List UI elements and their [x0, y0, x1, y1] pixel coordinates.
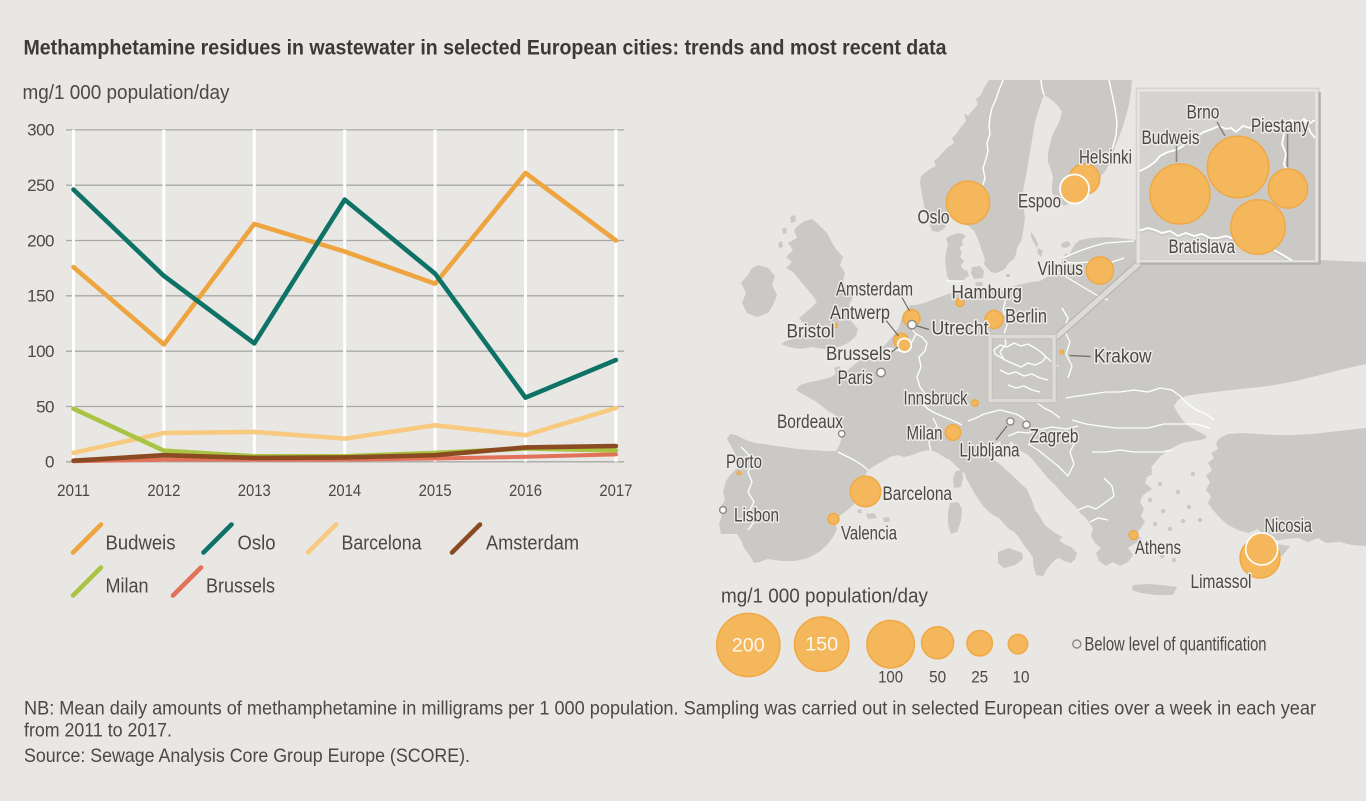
svg-text:Milan: Milan	[907, 424, 943, 445]
svg-text:Bristol: Bristol	[787, 322, 835, 343]
svg-text:Budweis: Budweis	[1142, 128, 1200, 149]
svg-text:2016: 2016	[509, 481, 542, 500]
svg-text:Milan: Milan	[106, 576, 149, 598]
svg-text:Berlin: Berlin	[1005, 307, 1047, 328]
svg-text:2015: 2015	[419, 481, 452, 500]
svg-text:150: 150	[27, 287, 54, 306]
svg-text:Brussels: Brussels	[206, 576, 275, 598]
svg-text:2014: 2014	[328, 481, 361, 500]
svg-text:100: 100	[27, 342, 54, 361]
svg-text:Innsbruck: Innsbruck	[904, 389, 968, 410]
svg-text:200: 200	[27, 231, 54, 250]
svg-text:Oslo: Oslo	[238, 533, 276, 555]
svg-text:Barcelona: Barcelona	[342, 533, 423, 555]
svg-text:Oslo: Oslo	[918, 208, 950, 229]
svg-text:Hamburg: Hamburg	[952, 283, 1023, 304]
svg-text:2012: 2012	[147, 481, 180, 500]
svg-text:50: 50	[36, 397, 54, 416]
svg-text:300: 300	[27, 121, 54, 140]
svg-text:Vilnius: Vilnius	[1038, 259, 1084, 280]
svg-text:Amsterdam: Amsterdam	[836, 280, 913, 301]
svg-text:Helsinki: Helsinki	[1079, 148, 1132, 169]
svg-text:Utrecht: Utrecht	[932, 319, 990, 340]
svg-text:Barcelona: Barcelona	[883, 484, 953, 505]
svg-text:0: 0	[45, 453, 54, 472]
svg-text:200: 200	[732, 636, 765, 657]
svg-text:NB: Mean daily amounts of meth: NB: Mean daily amounts of methamphetamin…	[24, 698, 1316, 720]
svg-text:250: 250	[27, 176, 54, 195]
svg-text:2011: 2011	[57, 481, 90, 500]
svg-text:from 2011 to 2017.: from 2011 to 2017.	[24, 720, 172, 742]
svg-text:Lisbon: Lisbon	[734, 506, 779, 527]
svg-text:Krakow: Krakow	[1094, 347, 1152, 368]
svg-text:Bordeaux: Bordeaux	[777, 412, 843, 433]
svg-text:Nicosia: Nicosia	[1265, 516, 1313, 537]
svg-text:2017: 2017	[599, 481, 632, 500]
svg-text:Source: Sewage Analysis Core G: Source: Sewage Analysis Core Group Europ…	[24, 745, 470, 767]
svg-text:Valencia: Valencia	[841, 524, 897, 545]
svg-text:Paris: Paris	[838, 368, 874, 389]
svg-text:150: 150	[805, 635, 838, 656]
svg-text:Methamphetamine residues in wa: Methamphetamine residues in wastewater i…	[24, 37, 947, 60]
svg-text:Porto: Porto	[726, 452, 762, 473]
svg-text:Piestany: Piestany	[1251, 116, 1309, 137]
svg-text:Amsterdam: Amsterdam	[486, 533, 579, 555]
svg-text:50: 50	[929, 668, 946, 687]
svg-text:Espoo: Espoo	[1018, 192, 1061, 213]
svg-text:Brno: Brno	[1187, 103, 1220, 124]
svg-text:100: 100	[878, 668, 903, 687]
svg-text:2013: 2013	[238, 481, 271, 500]
svg-text:Bratislava: Bratislava	[1169, 237, 1236, 258]
svg-text:mg/1 000 population/day: mg/1 000 population/day	[23, 82, 230, 104]
svg-text:Ljubljana: Ljubljana	[960, 441, 1020, 462]
svg-text:mg/1 000 population/day: mg/1 000 population/day	[721, 586, 928, 608]
svg-text:Antwerp: Antwerp	[830, 303, 890, 324]
svg-text:Athens: Athens	[1135, 538, 1181, 559]
svg-text:Brussels: Brussels	[826, 344, 891, 365]
svg-text:25: 25	[971, 668, 988, 687]
svg-text:10: 10	[1013, 668, 1030, 687]
svg-text:Limassol: Limassol	[1191, 572, 1252, 593]
svg-text:Budweis: Budweis	[106, 533, 176, 555]
svg-text:Zagreb: Zagreb	[1030, 427, 1079, 448]
svg-text:Below level of quantification: Below level of quantification	[1085, 635, 1267, 656]
